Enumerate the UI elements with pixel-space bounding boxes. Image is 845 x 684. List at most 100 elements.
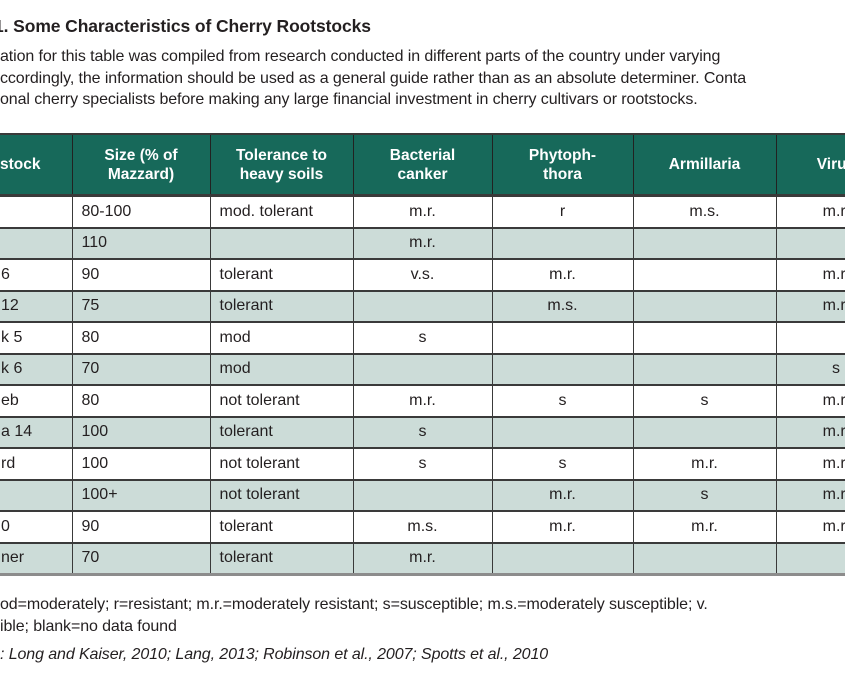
table-cell <box>632 352 777 386</box>
table-cell <box>209 226 354 260</box>
table-cell <box>491 541 634 576</box>
table-cell: m.r. <box>775 289 845 323</box>
table-cell: m.r. <box>632 447 777 481</box>
table-cell: 80-100 <box>71 194 211 229</box>
table-cell <box>352 289 493 323</box>
intro-text-line: onal cherry specialists before making an… <box>0 91 698 108</box>
table-cell <box>491 352 634 386</box>
column-header-bacterial-canker: Bacterial canker <box>352 133 493 197</box>
column-header-label: Size (% of Mazzard) <box>104 146 178 183</box>
table-cell: s <box>491 447 634 481</box>
table-cell: s <box>632 478 777 512</box>
table-cell: 80 <box>71 321 211 355</box>
table-cell <box>0 226 73 260</box>
table-cell: eb <box>0 384 73 418</box>
table-cell <box>0 194 73 229</box>
table-cell <box>632 321 777 355</box>
table-cell: s <box>352 415 493 449</box>
column-header-label: stock <box>0 156 41 173</box>
intro-paragraph: ation for this table was compiled from r… <box>0 46 746 111</box>
table-cell: tolerant <box>209 289 354 323</box>
table-cell: 75 <box>71 289 211 323</box>
header-row: stock Size (% of Mazzard) Tolerance to h… <box>0 133 845 197</box>
column-header-armillaria: Armillaria <box>632 133 777 197</box>
table-cell: 90 <box>71 258 211 292</box>
table-row: 110 m.r. <box>0 226 845 260</box>
table-cell: 110 <box>71 226 211 260</box>
table-cell: m.r. <box>491 510 634 544</box>
table-cell: tolerant <box>209 258 354 292</box>
table-cell: v.s. <box>352 258 493 292</box>
table-row: ner 70 tolerant m.r. <box>0 541 845 576</box>
table-cell: rd <box>0 447 73 481</box>
table-cell: s <box>352 447 493 481</box>
table-cell <box>352 352 493 386</box>
table-row: k 6 70 mod s <box>0 352 845 386</box>
table-cell: ner <box>0 541 73 576</box>
table-cell <box>0 478 73 512</box>
table-row: k 5 80 mod s <box>0 321 845 355</box>
table-cell: not tolerant <box>209 478 354 512</box>
table-cell: 80 <box>71 384 211 418</box>
table-cell: 90 <box>71 510 211 544</box>
table-cell: 12 <box>0 289 73 323</box>
table-cell: s <box>352 321 493 355</box>
table-cell <box>632 415 777 449</box>
column-header-label: Phytoph- thora <box>528 146 597 183</box>
table-cell: 100+ <box>71 478 211 512</box>
table-cell: 100 <box>71 447 211 481</box>
legend-line-1: od=moderately; r=resistant; m.r.=moderat… <box>0 596 708 613</box>
table-cell: k 6 <box>0 352 73 386</box>
table-cell <box>491 226 634 260</box>
table-cell: m.r. <box>491 258 634 292</box>
table-cell <box>632 226 777 260</box>
table-cell: mod. tolerant <box>209 194 354 229</box>
table-cell: m.s. <box>632 194 777 229</box>
table-cell: not tolerant <box>209 384 354 418</box>
column-header-phytophthora: Phytoph- thora <box>491 133 634 197</box>
table-cell <box>632 258 777 292</box>
table-cell <box>632 289 777 323</box>
table-cell: 0 <box>0 510 73 544</box>
table-cell: tolerant <box>209 541 354 576</box>
table-cell: m.r. <box>352 541 493 576</box>
table-cell: m.r. <box>775 194 845 229</box>
table-cell <box>775 321 845 355</box>
table-cell: m.r. <box>352 226 493 260</box>
intro-text-line: ation for this table was compiled from r… <box>0 48 721 65</box>
column-header-label: Bacterial canker <box>389 146 456 183</box>
table-cell: m.s. <box>352 510 493 544</box>
table-cell: m.r. <box>775 510 845 544</box>
table-cell: m.r. <box>352 194 493 229</box>
table-cell: m.r. <box>491 478 634 512</box>
table-cell: mod <box>209 321 354 355</box>
table-cell: 70 <box>71 541 211 576</box>
table-cell <box>352 478 493 512</box>
intro-text-line: ccordingly, the information should be us… <box>0 69 747 87</box>
table-cell <box>632 541 777 576</box>
table-cell: m.r. <box>775 478 845 512</box>
table-cell: r <box>491 194 634 229</box>
table-cell: s <box>491 384 634 418</box>
column-header-size: Size (% of Mazzard) <box>71 133 211 197</box>
column-header-label: Virus <box>816 156 845 173</box>
table-cell: tolerant <box>209 415 354 449</box>
table-cell: tolerant <box>209 510 354 544</box>
table-cell <box>775 226 845 260</box>
column-header-soil-tolerance: Tolerance to heavy soils <box>209 133 354 197</box>
cherry-rootstock-table: stock Size (% of Mazzard) Tolerance to h… <box>0 133 845 576</box>
table-cell: m.r. <box>632 510 777 544</box>
column-header-rootstock: stock <box>0 133 73 197</box>
table-cell <box>491 321 634 355</box>
table-cell: 100 <box>71 415 211 449</box>
column-header-label: Tolerance to heavy soils <box>235 146 327 183</box>
table-cell: not tolerant <box>209 447 354 481</box>
